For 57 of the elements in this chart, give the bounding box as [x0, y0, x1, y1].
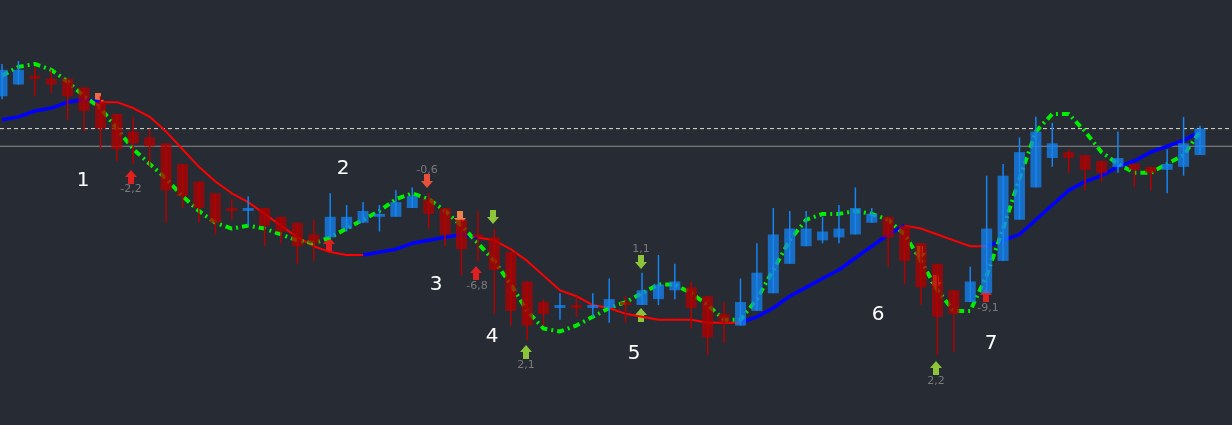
- annotation: 3: [429, 270, 443, 295]
- candlestick: [1112, 130, 1124, 174]
- annotation: 1: [76, 166, 90, 191]
- candlestick: [1161, 148, 1173, 195]
- candlestick: [357, 201, 369, 224]
- annotation: -2,2: [120, 182, 142, 195]
- annotation: 7: [984, 329, 998, 354]
- candlestick: [373, 204, 385, 233]
- candlestick: [291, 221, 303, 265]
- annotation: 1,1: [632, 242, 650, 255]
- annotation: -0,6: [416, 163, 438, 176]
- candlestick: [685, 280, 697, 330]
- candlestick: [1063, 148, 1075, 174]
- candlestick: [570, 295, 582, 318]
- candlestick: [390, 189, 402, 218]
- candlestick: [554, 292, 566, 321]
- candlestick: [423, 192, 435, 230]
- candlestick: [1046, 121, 1058, 168]
- candlestick: [734, 277, 746, 327]
- text: 2,2: [927, 374, 945, 387]
- candlestick: [538, 298, 550, 327]
- candlestick: [603, 277, 615, 324]
- annotation: 4: [485, 322, 499, 347]
- candlestick: [78, 86, 90, 133]
- candlestick: [817, 216, 829, 245]
- candlestick: [964, 266, 976, 303]
- candlestick: [472, 210, 484, 262]
- candlestick: [800, 210, 812, 247]
- candlestick: [652, 254, 664, 306]
- candlestick: [12, 60, 24, 86]
- annotation: 2: [336, 154, 350, 179]
- candlestick: [620, 295, 632, 324]
- candlestick: [127, 116, 139, 165]
- candlestick: [308, 219, 320, 262]
- annotation: -6,8: [466, 279, 488, 292]
- candlestick: [669, 263, 681, 300]
- candlestick: [718, 301, 730, 344]
- candlestick: [275, 216, 287, 245]
- candlestick: [29, 66, 41, 98]
- candlestick: [882, 216, 894, 268]
- text: 2,1: [517, 358, 535, 371]
- candlestick: [259, 207, 271, 247]
- candlestick: [144, 127, 156, 168]
- candlestick: [1079, 154, 1091, 192]
- candlestick: [636, 271, 648, 306]
- candlestick: [587, 292, 599, 318]
- candlestick: [226, 198, 238, 221]
- candlestick: [45, 69, 57, 95]
- annotation: -9,1: [977, 301, 999, 314]
- annotation: 6: [871, 300, 885, 325]
- annotation: 5: [627, 339, 641, 364]
- candlestick: [341, 204, 353, 233]
- candlestick: [242, 195, 254, 227]
- candlestick: [833, 204, 845, 245]
- candlestick: [1178, 116, 1190, 177]
- candlestick: [62, 77, 74, 121]
- candlestick: [948, 289, 960, 353]
